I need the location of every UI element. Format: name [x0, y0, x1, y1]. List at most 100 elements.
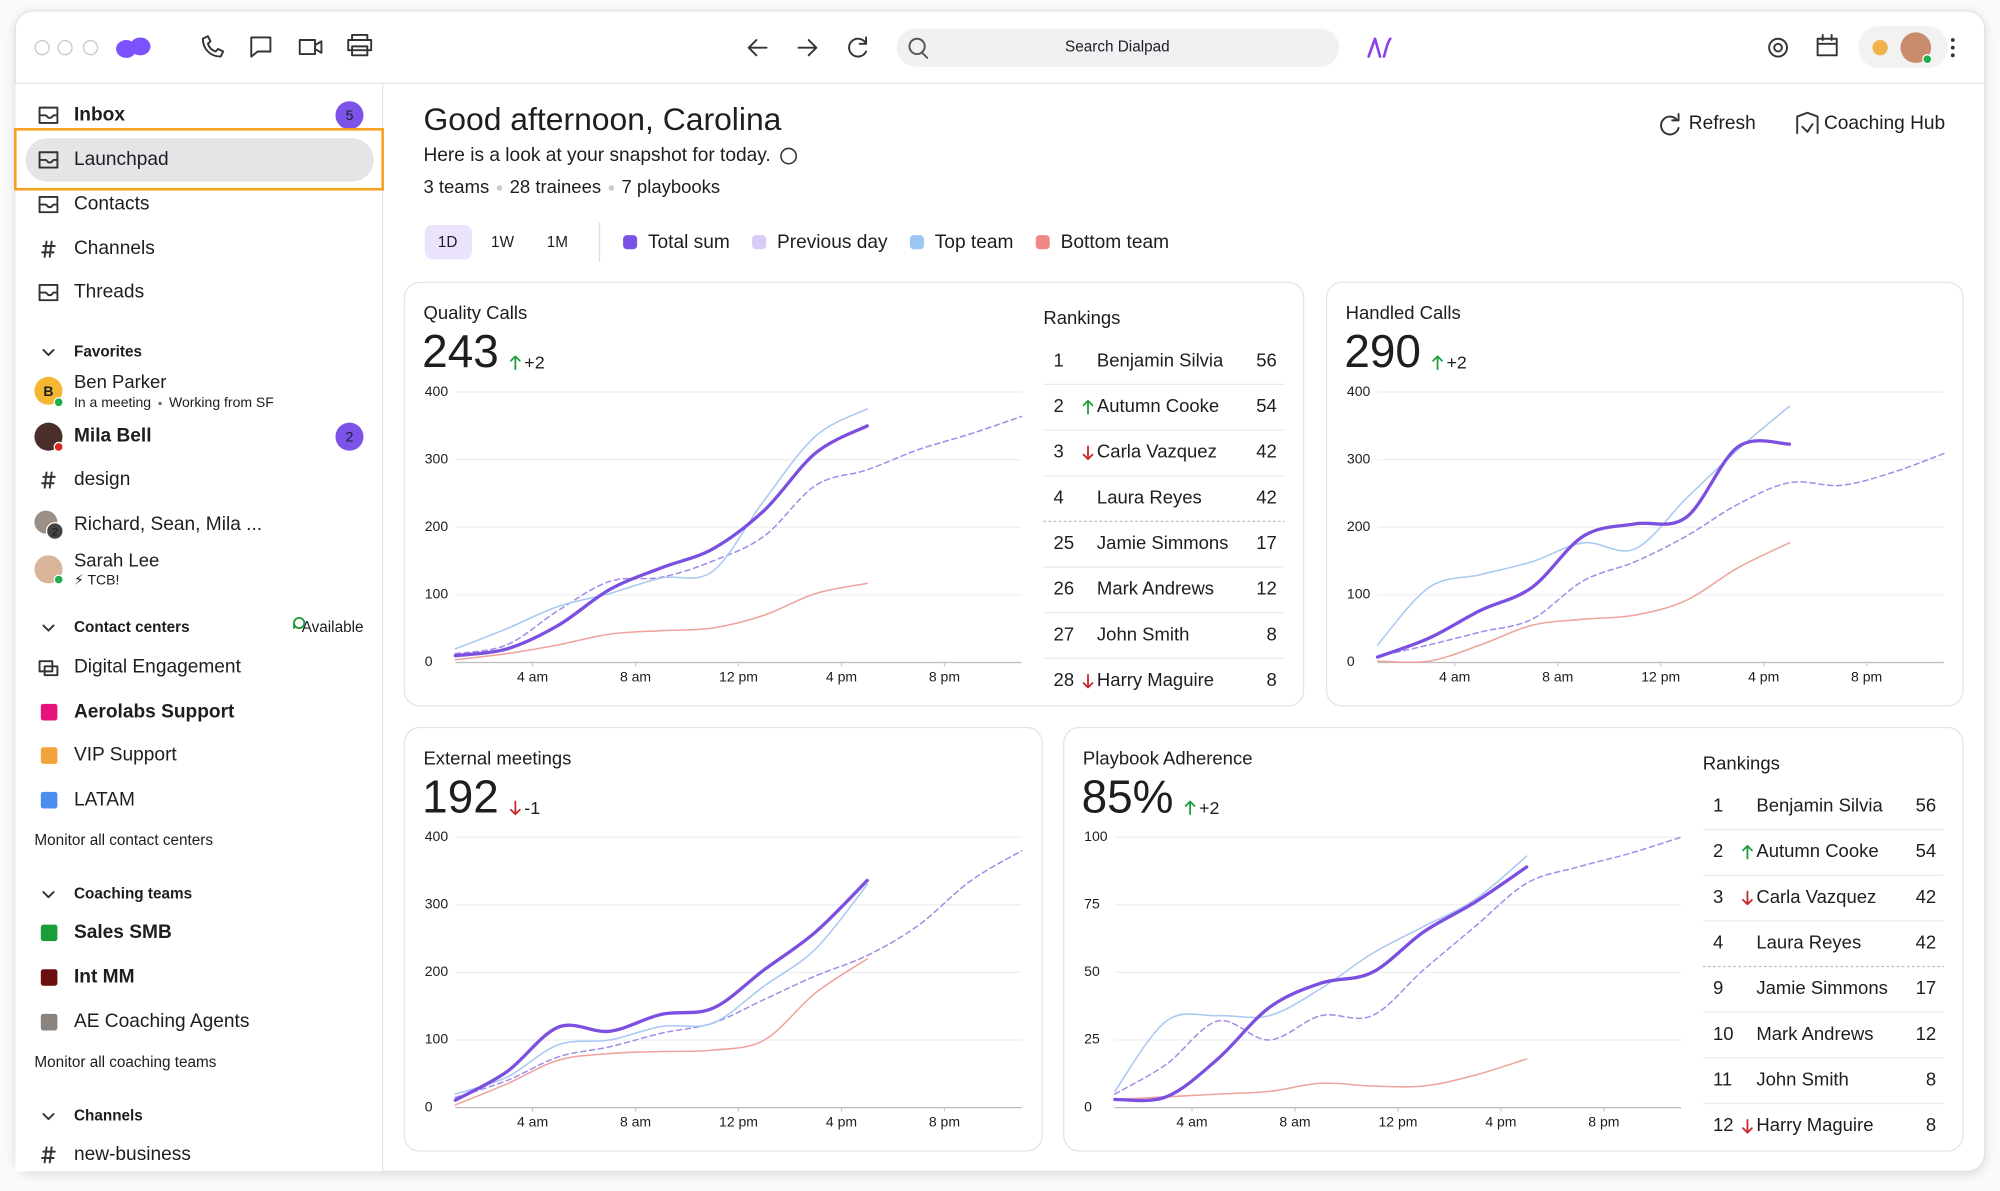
rank-score: 12	[1916, 1023, 1937, 1044]
monitor-link[interactable]: Monitor all coaching teams	[34, 1054, 216, 1071]
y-tick-label: 100	[1084, 828, 1108, 844]
team-name[interactable]: LATAM	[74, 789, 135, 810]
presence-dot	[1922, 54, 1933, 65]
y-tick-label: 300	[425, 896, 449, 912]
channel-icon	[41, 471, 56, 489]
team-name[interactable]: Aerolabs Support	[74, 701, 235, 722]
legend-swatch	[623, 235, 638, 250]
rank-name: Autumn Cooke	[1756, 840, 1878, 861]
y-tick-label: 100	[425, 1031, 449, 1047]
settings-icon[interactable]	[1768, 37, 1788, 58]
rank-name: Mark Andrews	[1756, 1023, 1873, 1044]
contact-name[interactable]: Sarah Lee	[74, 550, 159, 571]
card-value: 243	[422, 325, 499, 377]
trend-arrow	[1184, 800, 1196, 816]
forward-icon[interactable]	[797, 39, 818, 57]
x-tick-label: 4 pm	[1485, 1114, 1516, 1130]
rank-number: 10	[1713, 1023, 1734, 1044]
y-tick-label: 100	[1347, 586, 1371, 602]
team-name[interactable]: new-business	[74, 1144, 191, 1165]
section-title: Channels	[74, 1108, 143, 1125]
series-line	[1376, 452, 1945, 658]
chevron	[42, 349, 55, 357]
section-title: Coaching teams	[74, 886, 192, 903]
nav-icon	[38, 283, 59, 302]
team-color	[40, 747, 58, 764]
range-selected	[424, 224, 472, 260]
card-delta: +2	[524, 353, 544, 373]
contact-name[interactable]: Richard, Sean, Mila ...	[74, 514, 262, 535]
x-tick-label: 8 pm	[929, 668, 960, 684]
reload-icon[interactable]	[848, 36, 868, 58]
range-button[interactable]: 1D	[438, 234, 458, 251]
y-tick-label: 75	[1084, 896, 1100, 912]
stat: 3 teams	[423, 176, 489, 197]
phone-icon[interactable]	[201, 35, 225, 58]
team-name[interactable]: Digital Engagement	[74, 657, 242, 678]
nav-label[interactable]: Launchpad	[74, 149, 169, 170]
rank-number: 28	[1054, 669, 1075, 690]
more-menu	[1950, 38, 1955, 42]
trend-arrow	[1432, 355, 1443, 370]
window-control[interactable]	[82, 40, 99, 56]
team-color	[40, 969, 58, 986]
monitor-link[interactable]: Monitor all contact centers	[34, 832, 213, 849]
range-button[interactable]: 1W	[491, 234, 515, 251]
chevron	[42, 1113, 55, 1121]
legend-label: Bottom team	[1061, 232, 1169, 253]
nav-label[interactable]: Inbox	[74, 104, 125, 125]
team-name[interactable]: Sales SMB	[74, 922, 172, 943]
x-tick-label: 8 pm	[1588, 1114, 1619, 1130]
series-line	[454, 958, 868, 1106]
y-tick-label: 200	[425, 518, 449, 534]
nav-label[interactable]: Threads	[74, 282, 144, 303]
legend-swatch	[909, 235, 924, 250]
team-name[interactable]: Int MM	[74, 967, 135, 988]
search-icon	[908, 37, 929, 59]
window-control[interactable]	[34, 40, 50, 56]
nav-label[interactable]: Contacts	[74, 194, 149, 215]
x-tick-label: 8 am	[620, 1114, 651, 1130]
chat-icon[interactable]	[250, 36, 272, 58]
rank-name: John Smith	[1097, 623, 1189, 644]
refresh-button[interactable]: Refresh	[1689, 113, 1756, 134]
channel-name[interactable]: design	[74, 469, 130, 490]
team-name[interactable]: AE Coaching Agents	[74, 1011, 249, 1032]
nav-icon	[38, 151, 59, 169]
rank-score: 12	[1256, 578, 1277, 599]
rank-name: Carla Vazquez	[1756, 886, 1876, 907]
rank-score: 8	[1267, 623, 1277, 644]
series-line	[1114, 836, 1682, 1095]
y-tick-label: 0	[425, 653, 433, 669]
rank-number: 2	[1054, 395, 1064, 416]
presence-dot	[53, 441, 64, 453]
back-icon[interactable]	[747, 39, 768, 57]
contact-name[interactable]: Mila Bell	[74, 426, 152, 447]
contact-name[interactable]: Ben Parker	[74, 371, 166, 392]
presence-dot	[53, 397, 64, 408]
x-tick-label: 12 pm	[1378, 1114, 1417, 1130]
calendar-icon[interactable]	[1816, 33, 1838, 57]
badge	[335, 101, 364, 130]
rank-name: Benjamin Silvia	[1097, 349, 1224, 370]
video-icon[interactable]	[298, 39, 323, 56]
section-title: Contact centers	[74, 619, 190, 636]
print-icon[interactable]	[347, 33, 373, 57]
card	[1325, 281, 1964, 707]
team-name[interactable]: VIP Support	[74, 745, 177, 766]
team-color	[40, 791, 58, 809]
series-line	[1113, 865, 1529, 1103]
window-control[interactable]	[57, 40, 73, 56]
coaching-hub-button[interactable]: Coaching Hub	[1824, 113, 1945, 134]
y-tick-label: 100	[425, 586, 449, 602]
trend-arrow	[1742, 844, 1753, 860]
range-button[interactable]: 1M	[547, 234, 568, 251]
greeting: Good afternoon, Carolina	[423, 101, 781, 137]
search-box[interactable]	[896, 28, 1340, 67]
trend-arrow	[1742, 1118, 1753, 1134]
rank-name: John Smith	[1756, 1068, 1848, 1089]
x-tick-label: 4 pm	[1748, 668, 1779, 684]
rank-name: Harry Maguire	[1756, 1114, 1873, 1135]
nav-label[interactable]: Channels	[74, 238, 155, 259]
rank-score: 42	[1916, 931, 1937, 952]
